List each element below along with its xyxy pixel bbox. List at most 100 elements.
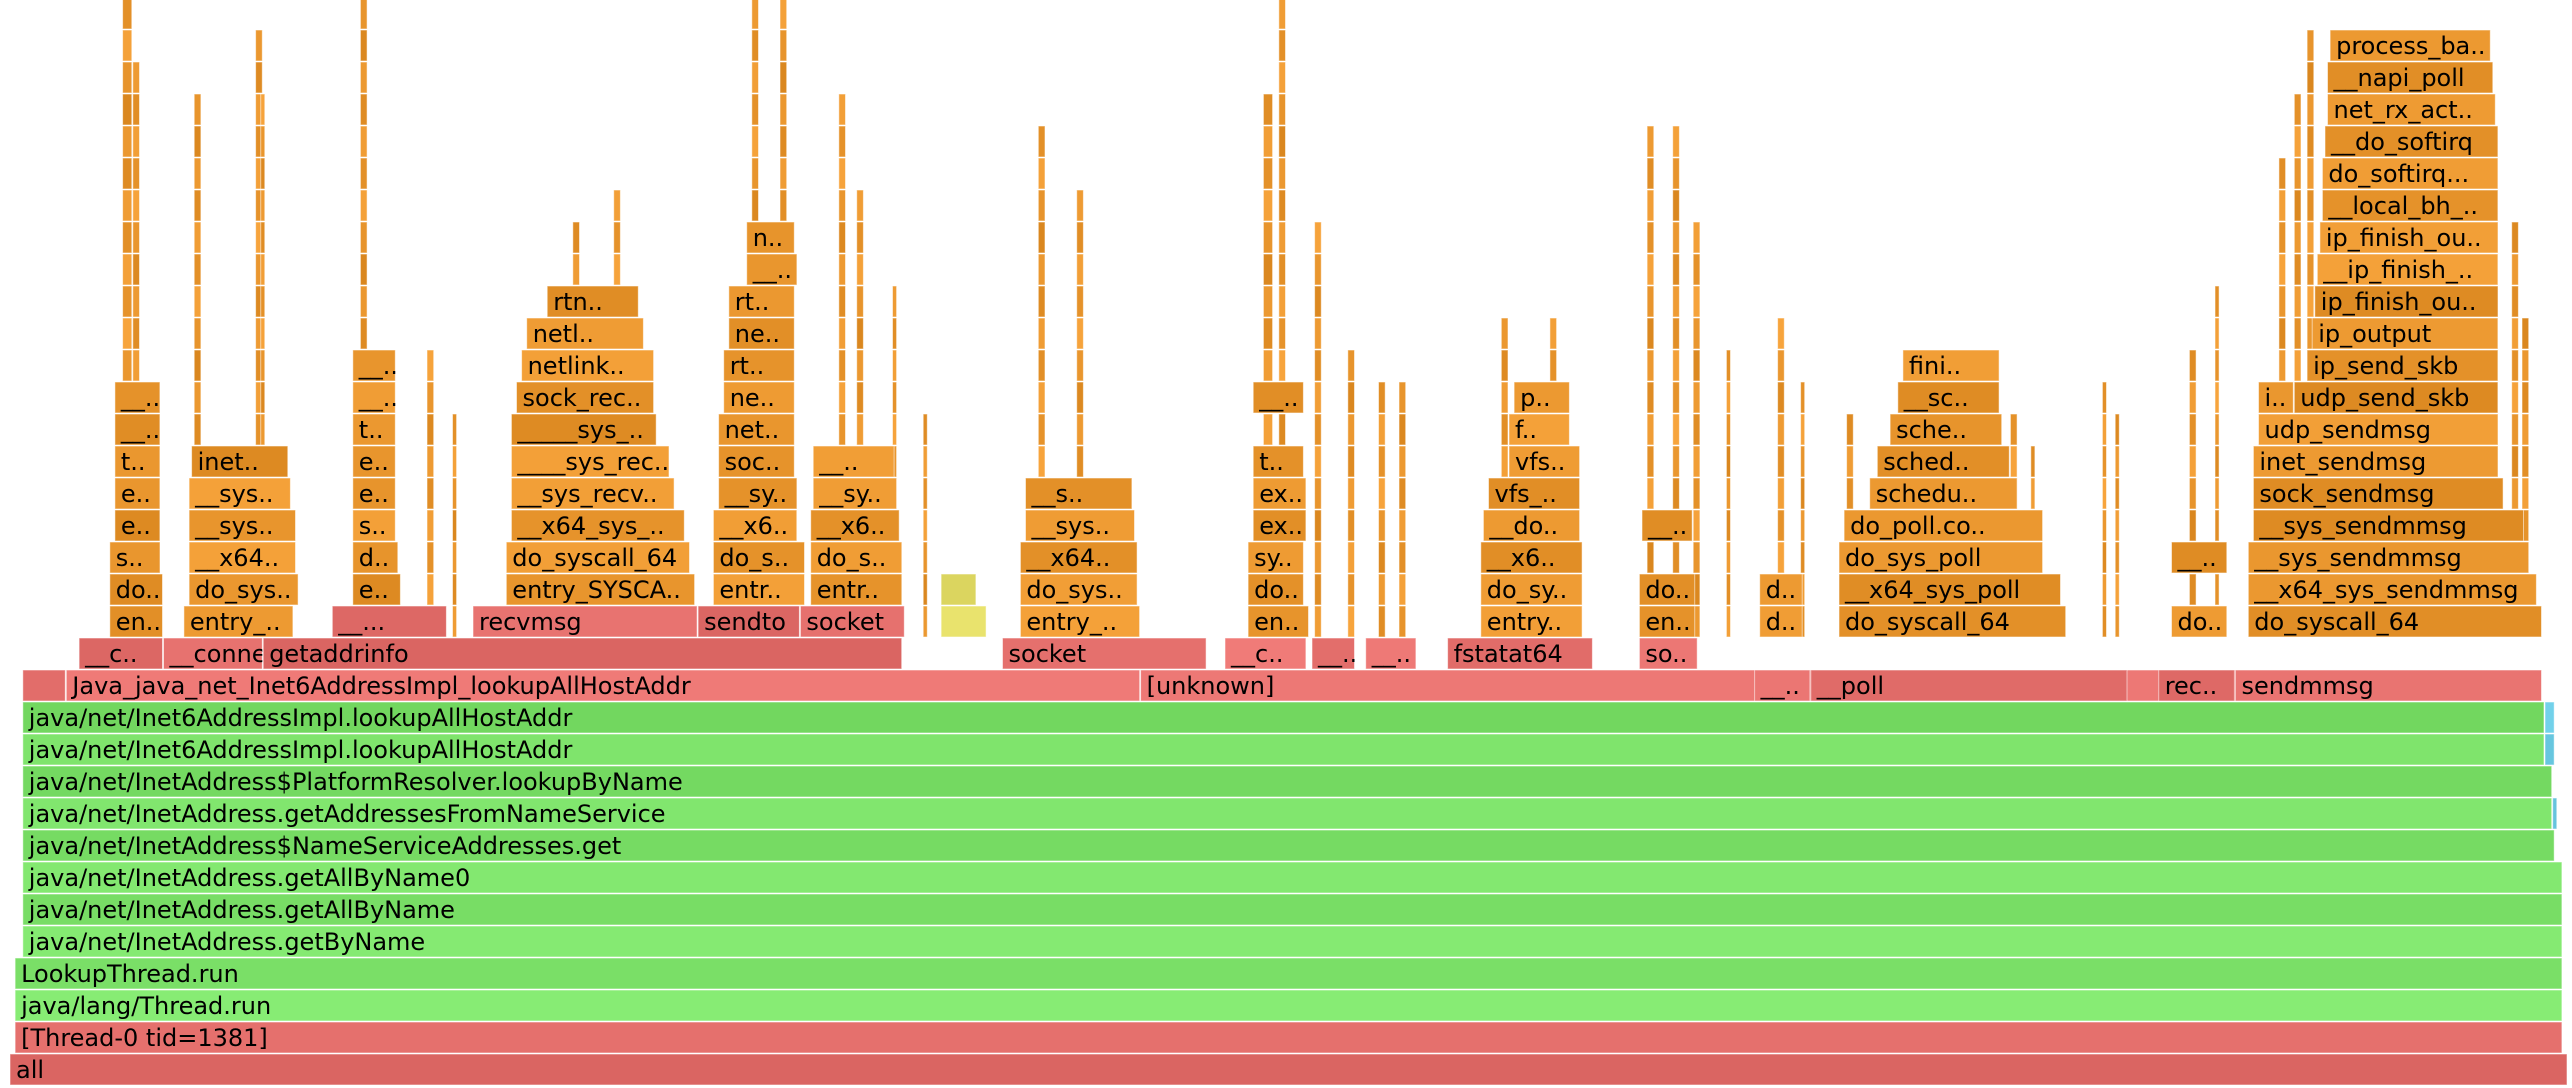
flame-spike-frame[interactable] — [2030, 445, 2036, 478]
flame-spike-frame[interactable] — [2521, 477, 2530, 510]
frame-java-net-inetaddress-getallbyname[interactable]: java/net/InetAddress.getAllByName — [22, 893, 2563, 926]
frame-entr[interactable]: entr.. — [712, 573, 806, 606]
frame-7[interactable]: __.. — [114, 413, 161, 446]
flame-spike-frame[interactable] — [193, 317, 202, 350]
frame-sys-recv[interactable]: __sys_recv.. — [510, 477, 675, 510]
flame-spike-frame[interactable] — [2214, 573, 2220, 606]
frame-napi-poll[interactable]: __napi_poll — [2327, 61, 2494, 94]
frame-bar[interactable] — [191, 445, 289, 478]
flame-spike-frame[interactable] — [132, 349, 141, 382]
frame-x64[interactable]: __x64.. — [188, 541, 297, 574]
flame-spike-frame[interactable] — [426, 413, 435, 446]
frame-do-sys-2[interactable]: do_sys.. — [1019, 573, 1138, 606]
flame-spike-frame[interactable] — [1347, 605, 1356, 638]
flame-spike-frame[interactable] — [452, 573, 458, 606]
flame-spike-frame[interactable] — [1314, 605, 1322, 638]
flame-spike-frame[interactable] — [452, 605, 458, 638]
flame-spike-frame[interactable] — [2278, 157, 2287, 190]
frame-bar[interactable] — [352, 541, 399, 574]
flame-spike-frame[interactable] — [359, 93, 368, 126]
frame-do-poll-co[interactable]: do_poll.co.. — [1843, 509, 2044, 542]
frame-do-softirq[interactable]: do_softirq... — [2321, 157, 2499, 190]
flame-spike-frame[interactable] — [1314, 381, 1322, 414]
flame-spike-frame[interactable] — [426, 509, 435, 542]
flame-spike-frame[interactable] — [1672, 221, 1680, 254]
flame-spike-frame[interactable] — [255, 29, 263, 62]
flame-spike-frame[interactable] — [2101, 477, 2107, 510]
frame-sendto[interactable]: sendto — [697, 605, 800, 638]
frame-bar[interactable] — [114, 509, 161, 542]
frame-bar[interactable] — [22, 829, 2555, 862]
frame-bar[interactable] — [1638, 573, 1696, 606]
flame-spike-frame[interactable] — [426, 573, 435, 606]
frame-bar[interactable] — [2171, 541, 2228, 574]
frame-bar[interactable] — [14, 957, 2563, 990]
flame-spike-frame[interactable] — [1037, 445, 1046, 478]
flame-spike-frame[interactable] — [1777, 317, 1785, 350]
frame-bar[interactable] — [1889, 413, 2003, 446]
flame-spike-frame[interactable] — [751, 61, 759, 94]
flame-spike-frame[interactable] — [2214, 477, 2220, 510]
frame-t-3[interactable]: t.. — [352, 413, 396, 446]
frame-bar[interactable] — [810, 573, 903, 606]
frame-do-s-2[interactable]: do_s.. — [810, 541, 903, 574]
flame-spike-frame[interactable] — [1549, 349, 1558, 382]
frame-i[interactable]: i.. — [2258, 381, 2294, 414]
flame-spike-frame[interactable] — [1278, 29, 1287, 62]
flame-spike-frame[interactable] — [856, 349, 864, 382]
flame-spike-frame[interactable] — [1037, 189, 1046, 222]
frame-bar[interactable] — [546, 285, 639, 318]
flame-spike-frame[interactable] — [779, 93, 788, 126]
flame-spike-frame[interactable] — [892, 349, 898, 382]
frame-bar[interactable] — [940, 605, 987, 638]
frame-do-syscall-64b[interactable]: do_syscall_64 — [2247, 605, 2543, 638]
frame-e[interactable]: e.. — [352, 573, 401, 606]
flame-spike-frame[interactable] — [359, 221, 368, 254]
flame-spike-frame[interactable] — [122, 157, 133, 190]
frame-sock-sendmsg[interactable]: sock_sendmsg — [2252, 477, 2504, 510]
frame-2[interactable]: __.. — [1311, 637, 1357, 670]
flame-spike-frame[interactable] — [193, 93, 202, 126]
frame-e[interactable]: e.. — [114, 509, 161, 542]
frame-bar[interactable] — [2247, 541, 2530, 574]
flame-spike-frame[interactable] — [779, 189, 788, 222]
frame-bar[interactable] — [718, 477, 798, 510]
frame-netlink[interactable]: netlink.. — [521, 349, 655, 382]
frame-bar[interactable] — [1365, 637, 1417, 670]
flame-spike-frame[interactable] — [613, 253, 621, 286]
flame-spike-frame[interactable] — [1278, 61, 1287, 94]
frame-8[interactable]: __.. — [114, 381, 161, 414]
flame-spike-frame[interactable] — [1278, 285, 1287, 318]
frame-ip-output[interactable]: ip_output — [2311, 317, 2499, 350]
frame-bar[interactable] — [22, 669, 66, 702]
flame-spike-frame[interactable] — [1692, 477, 1701, 510]
flame-spike-frame[interactable] — [922, 509, 928, 542]
frame-sys-2[interactable]: __sys.. — [1025, 509, 1135, 542]
flame-spike-frame[interactable] — [260, 157, 266, 190]
frame-11[interactable]: __.. — [352, 349, 398, 382]
flame-spike-frame[interactable] — [1646, 381, 1655, 414]
flame-spike-frame[interactable] — [2214, 381, 2220, 414]
flame-spike-frame[interactable] — [122, 93, 133, 126]
frame-bar[interactable] — [1019, 605, 1141, 638]
flame-spike-frame[interactable] — [2188, 445, 2197, 478]
frame-bar[interactable] — [163, 637, 263, 670]
flame-spike-frame[interactable] — [2114, 445, 2120, 478]
flame-spike-frame[interactable] — [1262, 413, 1274, 446]
flame-spike-frame[interactable] — [2214, 445, 2220, 478]
flame-spike-frame[interactable] — [2293, 253, 2302, 286]
frame-bar[interactable] — [810, 509, 900, 542]
frame-bar[interactable] — [1025, 477, 1133, 510]
flame-spike-frame[interactable] — [1314, 413, 1322, 446]
flame-spike-frame[interactable] — [2511, 413, 2519, 446]
frame-do-syscall-64[interactable]: do_syscall_64 — [1838, 605, 2067, 638]
frame-bar[interactable] — [78, 637, 163, 670]
flame-spike-frame[interactable] — [132, 189, 141, 222]
flame-spike-frame[interactable] — [1846, 477, 1854, 510]
frame-bar[interactable] — [65, 669, 1141, 702]
frame-10[interactable]: __.. — [1252, 381, 1304, 414]
frame-netl[interactable]: netl.. — [526, 317, 644, 350]
frame-bar[interactable] — [2321, 189, 2499, 222]
flame-spike-frame[interactable] — [260, 125, 266, 158]
frame-poll-left[interactable]: __.. — [1754, 669, 1811, 702]
